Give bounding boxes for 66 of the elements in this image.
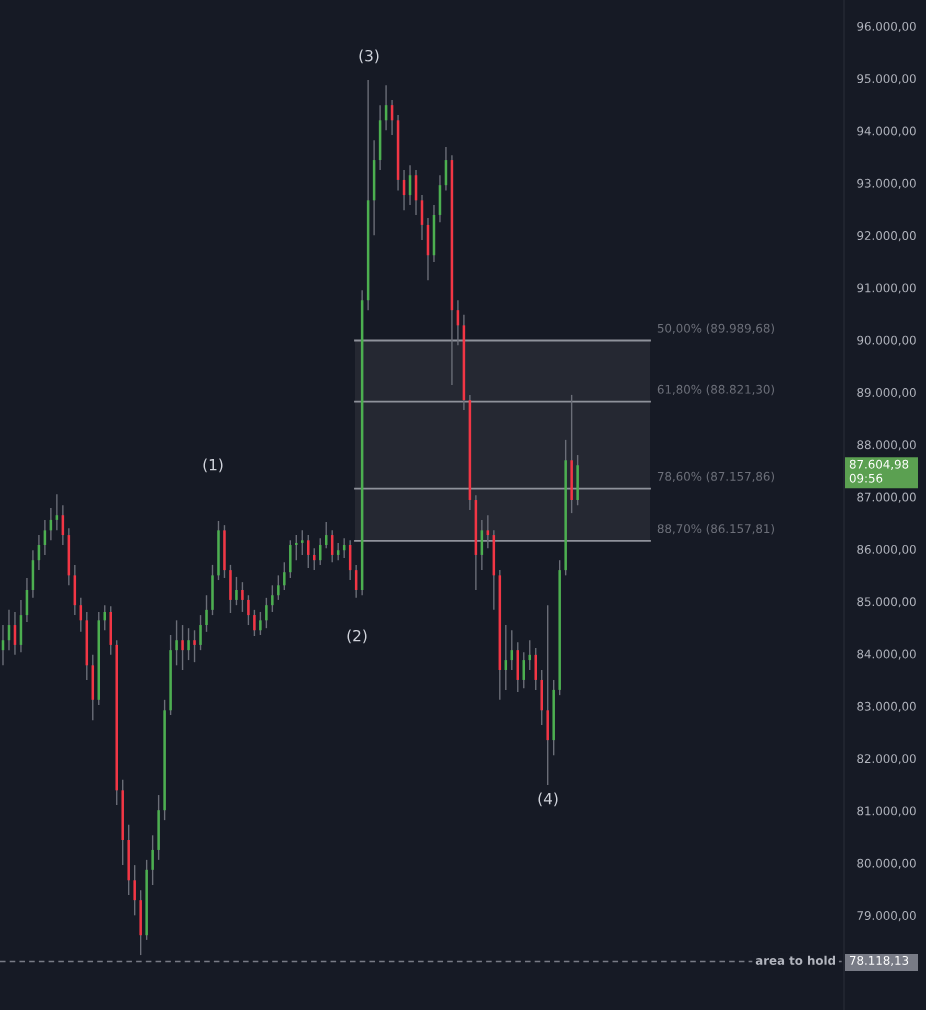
candlestick: [576, 454, 579, 506]
candlestick: [265, 597, 268, 629]
candlestick: [307, 534, 310, 569]
y-tick-label: 88.000,00: [857, 440, 916, 451]
ref-line-label: 50,00% (89.989,68): [657, 323, 774, 335]
candlestick: [528, 639, 531, 671]
candlestick: [564, 439, 567, 577]
candlestick: [295, 534, 298, 561]
y-tick-label: 89.000,00: [857, 388, 916, 399]
text: 09:56: [849, 473, 883, 483]
ref-line-label: area to hold: [755, 955, 836, 965]
annotation: (3): [359, 49, 379, 64]
candlestick: [313, 547, 316, 571]
candlestick: [139, 889, 142, 956]
candlestick: [187, 627, 190, 661]
annotation: (4): [538, 792, 558, 807]
candlestick: [163, 699, 166, 821]
y-tick-label: 93.000,00: [857, 178, 916, 189]
y-tick-label: 95.000,00: [857, 74, 916, 85]
candlestick: [151, 834, 154, 886]
candlestick: [217, 520, 220, 581]
y-tick-label: 87.000,00: [857, 492, 916, 503]
candlestick: [235, 576, 238, 606]
y-tick-label: 81.000,00: [857, 806, 916, 817]
y-tick-label: 86.000,00: [857, 544, 916, 556]
candlestick: [229, 564, 232, 614]
y-tick-label: 82.000,00: [857, 754, 916, 765]
candlestick: [193, 629, 196, 663]
candlestick: [247, 594, 250, 626]
candlestick: [558, 559, 561, 696]
candlestick: [283, 561, 286, 591]
candlestick: [145, 859, 148, 941]
y-tick-label: 90.000,00: [857, 335, 916, 346]
candlestick: [169, 634, 172, 716]
ref-line-label: 88,70% (86.157,81): [657, 523, 774, 535]
candlestick: [241, 581, 244, 613]
y-tick-label: 92.000,00: [857, 231, 916, 242]
candlestick: [211, 564, 214, 616]
candlestick: [157, 794, 160, 861]
ref-line-label: 61,80% (88.821,30): [657, 384, 774, 396]
ref-line-label: 78,60% (87.157,86): [657, 471, 774, 483]
y-tick-label: 83.000,00: [857, 701, 916, 712]
candlestick: [181, 624, 184, 671]
candlestick: [223, 524, 226, 579]
candlestick: [259, 611, 262, 636]
candlestick: [175, 619, 178, 667]
annotation: (1): [203, 458, 223, 473]
candlestick: [205, 594, 208, 633]
y-tick-label: 79.000,00: [857, 911, 916, 922]
candlestick: [253, 609, 256, 637]
y-tick-label: 94.000,00: [857, 126, 916, 137]
candlestick: [277, 574, 280, 601]
candlestick: [301, 529, 304, 556]
candlestick: [103, 604, 107, 631]
y-tick-label: 96.000,00: [857, 21, 916, 33]
text: 78.118,13: [849, 955, 909, 967]
candlestick: [271, 584, 274, 613]
candlestick: [199, 614, 202, 651]
text: 87.604,98: [849, 459, 909, 470]
y-tick-label: 85.000,00: [857, 597, 916, 608]
y-tick-label: 84.000,00: [857, 649, 916, 660]
candlestick: [570, 394, 573, 514]
annotation: (2): [347, 629, 367, 644]
y-tick-label: 80.000,00: [857, 858, 916, 869]
y-tick-label: 91.000,00: [857, 283, 916, 294]
candlestick: [133, 864, 136, 917]
